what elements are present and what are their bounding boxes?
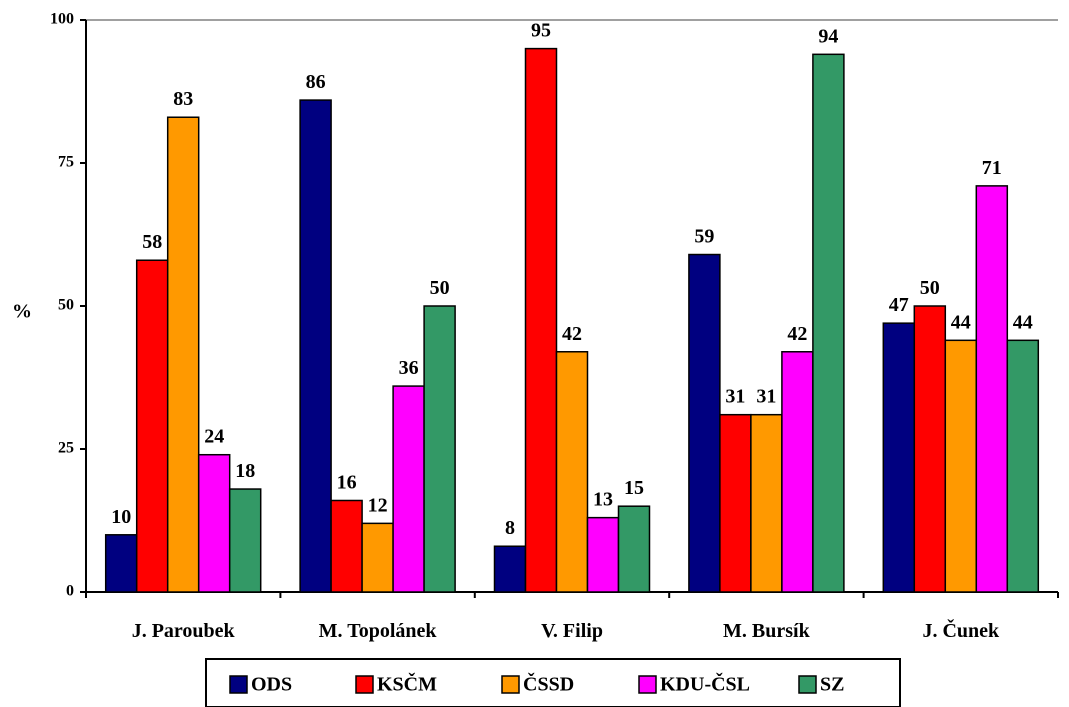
bar bbox=[197, 453, 231, 593]
y-tick-label: 0 bbox=[66, 583, 74, 600]
y-tick-label: 25 bbox=[58, 440, 74, 457]
bar bbox=[299, 99, 332, 593]
data-label: 16 bbox=[337, 471, 357, 493]
bar bbox=[493, 545, 527, 593]
bar bbox=[719, 413, 752, 593]
legend-box bbox=[205, 658, 901, 707]
data-label: 10 bbox=[111, 506, 131, 528]
data-label: 42 bbox=[562, 323, 582, 345]
bar bbox=[750, 413, 783, 593]
legend-label: ČSSD bbox=[523, 672, 574, 696]
bar bbox=[812, 53, 845, 593]
x-tick-label: M. Bursík bbox=[723, 620, 811, 642]
data-label: 86 bbox=[306, 71, 326, 93]
data-label: 36 bbox=[399, 357, 419, 379]
legend-label: KDU-ČSL bbox=[660, 672, 750, 696]
bar bbox=[688, 253, 721, 593]
data-label: 94 bbox=[818, 25, 838, 47]
bar bbox=[975, 185, 1009, 593]
bar bbox=[392, 385, 425, 593]
bar bbox=[913, 305, 947, 593]
legend-label: ODS bbox=[251, 674, 292, 696]
data-label: 8 bbox=[505, 517, 515, 539]
bar bbox=[944, 339, 978, 593]
data-label: 83 bbox=[173, 88, 193, 110]
legend-swatch bbox=[229, 675, 248, 694]
plot-area: 0 25 50 75 100 J. Paroubek M. Topolánek V. Fili… bbox=[50, 11, 1059, 642]
bar bbox=[361, 522, 394, 593]
data-label: 71 bbox=[982, 157, 1002, 179]
x-tick-label: V. Filip bbox=[541, 620, 603, 642]
data-label: 44 bbox=[1013, 311, 1033, 333]
legend: ODS KSČM ČSSD KDU-ČSL SZ bbox=[205, 658, 901, 707]
x-tick-label: J. Čunek bbox=[922, 618, 1000, 642]
data-label: 12 bbox=[368, 494, 388, 516]
data-label: 13 bbox=[593, 489, 613, 511]
bar bbox=[104, 534, 138, 593]
y-tick-label: 50 bbox=[58, 297, 74, 314]
bar bbox=[882, 322, 916, 593]
y-axis-title: % bbox=[12, 301, 32, 323]
data-label: 95 bbox=[531, 20, 551, 42]
legend-swatch bbox=[638, 675, 657, 694]
data-label: 31 bbox=[756, 386, 776, 408]
data-label: 24 bbox=[204, 426, 224, 448]
x-tick-label: J. Paroubek bbox=[132, 620, 236, 642]
bar bbox=[555, 351, 589, 593]
data-label: 31 bbox=[725, 386, 745, 408]
y-tick-label: 75 bbox=[58, 154, 74, 171]
x-tick-label: M. Topolánek bbox=[319, 620, 438, 642]
legend-swatch bbox=[798, 675, 817, 694]
data-label: 15 bbox=[624, 477, 644, 499]
bar bbox=[586, 516, 620, 593]
legend-swatch bbox=[501, 675, 520, 694]
legend-label: SZ bbox=[820, 674, 844, 696]
data-label: 50 bbox=[430, 277, 450, 299]
bar bbox=[423, 305, 456, 593]
bar bbox=[135, 259, 169, 593]
bar bbox=[524, 47, 558, 593]
legend-swatch bbox=[355, 675, 374, 694]
data-label: 50 bbox=[920, 277, 940, 299]
data-label: 44 bbox=[951, 311, 971, 333]
data-label: 59 bbox=[694, 226, 714, 248]
bar bbox=[166, 116, 200, 593]
bar bbox=[617, 505, 651, 593]
data-label: 47 bbox=[889, 294, 909, 316]
data-label: 42 bbox=[787, 323, 807, 345]
bar bbox=[1006, 339, 1040, 593]
bar bbox=[228, 488, 262, 593]
data-label: 58 bbox=[142, 231, 162, 253]
bar bbox=[781, 351, 814, 593]
legend-label: KSČM bbox=[377, 672, 437, 696]
data-label: 18 bbox=[235, 460, 255, 482]
y-tick-label: 100 bbox=[50, 11, 74, 28]
bar bbox=[330, 499, 363, 593]
